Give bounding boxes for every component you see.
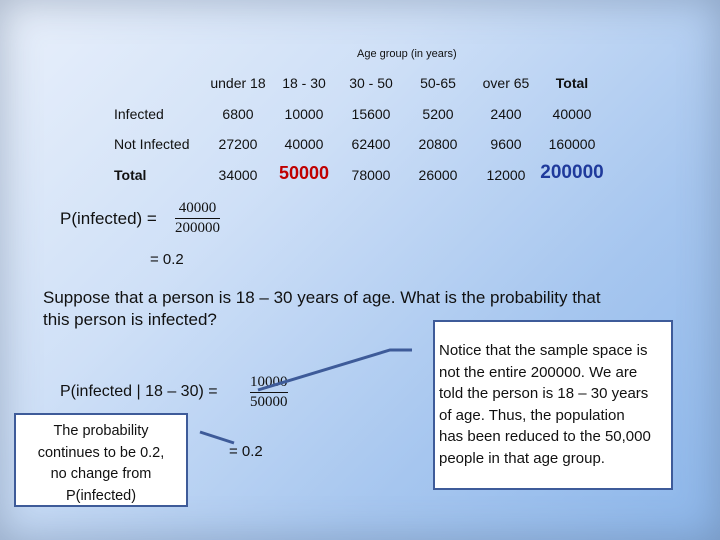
fraction-denominator: 200000 bbox=[175, 220, 220, 236]
table-cell: 5200 bbox=[422, 106, 454, 122]
table-cell: 26000 bbox=[418, 167, 458, 183]
note-box: Notice that the sample space is not the … bbox=[433, 320, 673, 490]
header-cell-total: Total bbox=[555, 75, 589, 91]
question-line-2: this person is infected? bbox=[43, 310, 217, 329]
table-cell: 15600 bbox=[351, 106, 391, 122]
table-cell: 2400 bbox=[490, 106, 522, 122]
highlighted-total-18-30: 50000 bbox=[278, 163, 330, 183]
conditional-result: = 0.2 bbox=[229, 443, 263, 460]
table-cell: 20800 bbox=[418, 136, 458, 152]
table-cell: 160000 bbox=[548, 136, 596, 152]
table-cell: 40000 bbox=[552, 106, 592, 122]
note-line: people in that age group. bbox=[439, 449, 605, 467]
p-infected-label: P(infected) = bbox=[60, 209, 157, 228]
callout-line: continues to be 0.2, bbox=[37, 444, 165, 461]
highlighted-grand-total: 200000 bbox=[540, 162, 604, 183]
note-line: of age. Thus, the population bbox=[439, 406, 625, 424]
fraction-numerator: 40000 bbox=[178, 200, 217, 216]
table-cell: 12000 bbox=[486, 167, 526, 183]
header-cell: 50-65 bbox=[420, 75, 456, 91]
table-caption: Age group (in years) bbox=[357, 48, 457, 60]
fraction-bar bbox=[175, 218, 220, 219]
table-cell: 27200 bbox=[218, 136, 258, 152]
header-cell: 18 - 30 bbox=[282, 75, 326, 91]
row-label: Infected bbox=[114, 106, 164, 122]
table-cell: 78000 bbox=[351, 167, 391, 183]
conditional-fraction: 10000 50000 bbox=[250, 373, 288, 411]
fraction-denominator: 50000 bbox=[250, 394, 288, 410]
callout-connector-line bbox=[199, 430, 235, 445]
table-cell: 6800 bbox=[222, 106, 254, 122]
p-infected-result: = 0.2 bbox=[150, 251, 184, 268]
callout-box: The probability continues to be 0.2, no … bbox=[14, 413, 188, 507]
fraction-numerator: 10000 bbox=[250, 374, 288, 390]
fraction-bar bbox=[250, 392, 288, 393]
header-cell: under 18 bbox=[210, 75, 266, 91]
table-cell: 34000 bbox=[218, 167, 258, 183]
header-cell: 30 - 50 bbox=[349, 75, 393, 91]
header-cell: over 65 bbox=[482, 75, 530, 91]
note-connector-line bbox=[257, 348, 412, 392]
question-line-1: Suppose that a person is 18 – 30 years o… bbox=[43, 288, 601, 307]
note-line: Notice that the sample space is bbox=[439, 342, 648, 359]
table-cell: 40000 bbox=[284, 136, 324, 152]
conditional-label: P(infected | 18 – 30) = bbox=[60, 383, 218, 400]
row-label: Not Infected bbox=[114, 136, 190, 152]
note-line: has been reduced to the 50,000 bbox=[439, 428, 651, 445]
table-cell: 9600 bbox=[490, 136, 522, 152]
p-infected-fraction: 40000 200000 bbox=[175, 199, 220, 237]
row-label: Total bbox=[114, 167, 147, 183]
note-line: told the person is 18 – 30 years bbox=[439, 385, 649, 402]
callout-line: no change from bbox=[50, 466, 152, 482]
callout-line: The probability bbox=[53, 423, 149, 439]
table-cell: 62400 bbox=[351, 136, 391, 152]
note-line: not the entire 200000. We are bbox=[439, 363, 638, 381]
callout-line: P(infected) bbox=[65, 487, 137, 504]
table-cell: 10000 bbox=[284, 106, 324, 122]
